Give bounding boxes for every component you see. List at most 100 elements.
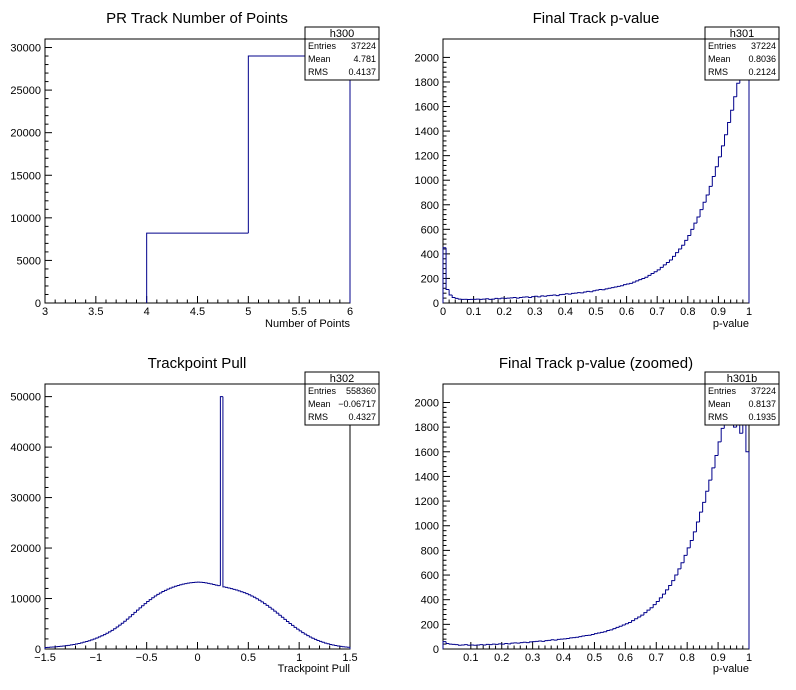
histogram-bin bbox=[494, 297, 499, 300]
histogram-bin bbox=[219, 396, 223, 586]
histogram-bin bbox=[311, 636, 315, 639]
stats-label: Entries bbox=[308, 386, 337, 396]
y-tick-label: 0 bbox=[433, 298, 439, 310]
stats-value: 37224 bbox=[751, 386, 776, 396]
histogram-bin bbox=[592, 290, 596, 292]
stats-box-frame bbox=[704, 371, 780, 426]
x-tick-label: 1.5 bbox=[342, 652, 357, 664]
histogram-bin bbox=[488, 298, 492, 300]
histogram-bin bbox=[668, 585, 672, 590]
histogram-bin bbox=[85, 640, 89, 643]
histogram-bin bbox=[717, 441, 722, 456]
histogram-bin bbox=[717, 156, 722, 167]
histogram-bin bbox=[285, 619, 289, 622]
histogram-bin bbox=[696, 216, 701, 224]
histogram-bin bbox=[306, 634, 310, 637]
stats-value: 0.4327 bbox=[348, 412, 376, 422]
histogram-bin bbox=[637, 616, 641, 619]
histogram-bin bbox=[720, 145, 725, 157]
stats-value: 0.2124 bbox=[748, 67, 776, 77]
histogram-bin bbox=[296, 627, 300, 630]
stats-value: 0.8036 bbox=[748, 54, 776, 64]
histogram-bin bbox=[727, 121, 731, 135]
x-tick-label: 5.5 bbox=[292, 306, 307, 318]
histogram-bin bbox=[255, 597, 259, 600]
histogram-bin bbox=[635, 280, 639, 283]
histogram-bin bbox=[448, 643, 453, 645]
histogram-bin bbox=[82, 641, 86, 643]
histogram-panel-h300: PR Track Number of Points 3 3.5 4 4.5 5 5.5 6 0 5… bbox=[10, 10, 380, 330]
histogram-bin bbox=[665, 589, 669, 595]
histogram-bin bbox=[546, 295, 551, 297]
histogram-bin bbox=[672, 255, 676, 261]
histogram-bin bbox=[158, 592, 162, 595]
histogram-bin bbox=[515, 297, 520, 299]
stats-box-title: h301b bbox=[727, 373, 758, 385]
y-tick-label: 0 bbox=[35, 298, 41, 310]
stats-label: Mean bbox=[708, 399, 731, 409]
histogram-series bbox=[44, 396, 351, 649]
histogram-bin bbox=[569, 637, 573, 639]
x-tick-label: 0.3 bbox=[525, 652, 540, 664]
histogram-bin bbox=[245, 592, 249, 595]
histogram-bin bbox=[600, 631, 604, 633]
stats-value: 558360 bbox=[346, 386, 376, 396]
histogram-bin bbox=[263, 601, 267, 605]
histogram-bin bbox=[136, 609, 140, 613]
y-tick-label: 800 bbox=[421, 200, 439, 212]
histogram-bin bbox=[598, 288, 603, 291]
histogram-bin bbox=[632, 281, 636, 284]
stats-value: 37224 bbox=[351, 41, 376, 51]
histogram-bin bbox=[237, 590, 241, 592]
histogram-bin bbox=[87, 640, 91, 642]
x-tick-label: −1 bbox=[90, 652, 103, 664]
histogram-bin bbox=[113, 628, 117, 631]
histogram-bin bbox=[705, 194, 710, 203]
y-tick-label: 1400 bbox=[415, 471, 439, 483]
histogram-bin bbox=[174, 585, 178, 588]
histogram-bin bbox=[130, 614, 134, 617]
stats-label: Entries bbox=[708, 386, 737, 396]
y-tick-label: 5000 bbox=[17, 255, 41, 267]
stats-label: Mean bbox=[308, 399, 331, 409]
stats-label: RMS bbox=[308, 67, 328, 77]
histogram-bin bbox=[442, 247, 447, 303]
histogram-bin bbox=[686, 547, 691, 556]
x-tick-label: 1 bbox=[746, 306, 752, 318]
y-tick-label: 1000 bbox=[415, 175, 439, 187]
histogram-bin bbox=[321, 641, 325, 643]
histogram-bin bbox=[544, 640, 549, 642]
chart-title: PR Track Number of Points bbox=[106, 10, 288, 27]
histogram-bin bbox=[677, 568, 681, 576]
y-tick-label: 10000 bbox=[10, 213, 41, 225]
histogram-bin bbox=[153, 595, 157, 598]
histogram-bin bbox=[283, 617, 287, 620]
histogram-bin bbox=[699, 511, 703, 523]
histogram-bin bbox=[584, 634, 589, 637]
histogram-bin bbox=[293, 625, 297, 628]
histogram-bin bbox=[555, 295, 560, 297]
histogram-bin bbox=[280, 615, 284, 618]
histogram-bin bbox=[212, 583, 216, 585]
histogram-bin bbox=[609, 629, 613, 631]
histogram-bin bbox=[242, 591, 246, 594]
stats-label: Entries bbox=[708, 41, 737, 51]
histogram-bin bbox=[240, 590, 244, 593]
histogram-bin bbox=[176, 585, 180, 587]
y-tick-label: 40000 bbox=[10, 442, 41, 454]
histogram-bin bbox=[702, 201, 707, 210]
histogram-bin bbox=[656, 269, 661, 272]
stats-label: RMS bbox=[708, 412, 728, 422]
histogram-bin bbox=[313, 638, 317, 640]
histogram-bin bbox=[681, 244, 685, 249]
histogram-bin bbox=[141, 605, 145, 608]
histogram-bin bbox=[95, 637, 99, 639]
histogram-bin bbox=[163, 589, 167, 592]
stats-box-frame bbox=[304, 371, 380, 426]
histogram-bin bbox=[230, 588, 234, 590]
y-tick-label: 10000 bbox=[10, 594, 41, 606]
plot-frame bbox=[44, 38, 351, 304]
x-tick-label: 0.6 bbox=[618, 652, 633, 664]
